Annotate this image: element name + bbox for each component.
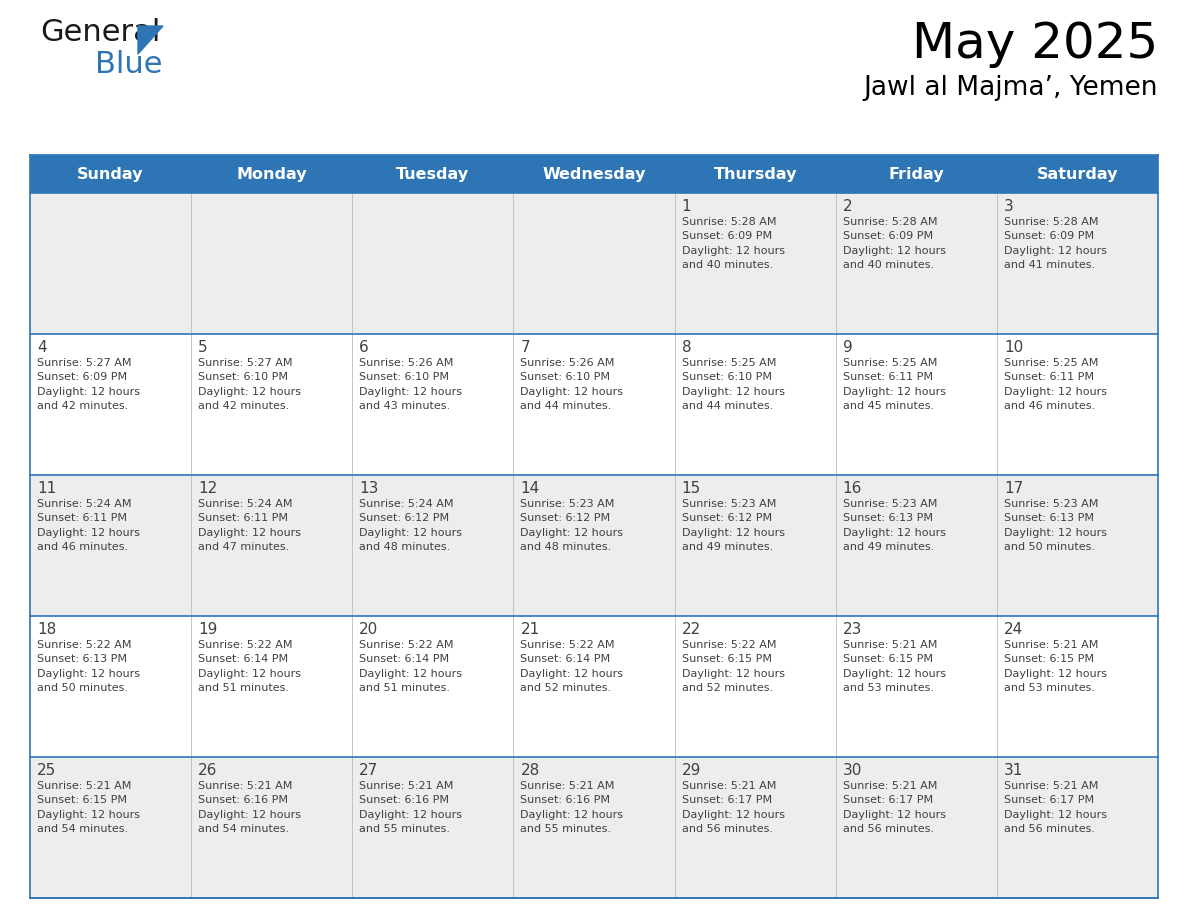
Text: Sunrise: 5:22 AM
Sunset: 6:14 PM
Daylight: 12 hours
and 51 minutes.: Sunrise: 5:22 AM Sunset: 6:14 PM Dayligh…	[359, 640, 462, 693]
Text: 22: 22	[682, 622, 701, 637]
Text: Sunrise: 5:26 AM
Sunset: 6:10 PM
Daylight: 12 hours
and 44 minutes.: Sunrise: 5:26 AM Sunset: 6:10 PM Dayligh…	[520, 358, 624, 411]
Text: Sunrise: 5:21 AM
Sunset: 6:17 PM
Daylight: 12 hours
and 56 minutes.: Sunrise: 5:21 AM Sunset: 6:17 PM Dayligh…	[1004, 781, 1107, 834]
Text: 29: 29	[682, 763, 701, 778]
Text: 15: 15	[682, 481, 701, 496]
Text: Sunrise: 5:21 AM
Sunset: 6:16 PM
Daylight: 12 hours
and 55 minutes.: Sunrise: 5:21 AM Sunset: 6:16 PM Dayligh…	[520, 781, 624, 834]
Text: 16: 16	[842, 481, 862, 496]
Text: 30: 30	[842, 763, 862, 778]
Text: Sunrise: 5:22 AM
Sunset: 6:15 PM
Daylight: 12 hours
and 52 minutes.: Sunrise: 5:22 AM Sunset: 6:15 PM Dayligh…	[682, 640, 784, 693]
Text: Tuesday: Tuesday	[397, 166, 469, 182]
Text: Sunrise: 5:21 AM
Sunset: 6:17 PM
Daylight: 12 hours
and 56 minutes.: Sunrise: 5:21 AM Sunset: 6:17 PM Dayligh…	[682, 781, 784, 834]
Text: 6: 6	[359, 340, 369, 355]
Text: Sunrise: 5:25 AM
Sunset: 6:11 PM
Daylight: 12 hours
and 46 minutes.: Sunrise: 5:25 AM Sunset: 6:11 PM Dayligh…	[1004, 358, 1107, 411]
Text: Sunrise: 5:22 AM
Sunset: 6:14 PM
Daylight: 12 hours
and 52 minutes.: Sunrise: 5:22 AM Sunset: 6:14 PM Dayligh…	[520, 640, 624, 693]
Text: Wednesday: Wednesday	[542, 166, 646, 182]
Text: Sunrise: 5:23 AM
Sunset: 6:13 PM
Daylight: 12 hours
and 49 minutes.: Sunrise: 5:23 AM Sunset: 6:13 PM Dayligh…	[842, 499, 946, 553]
Text: General: General	[40, 18, 160, 47]
Text: Sunrise: 5:27 AM
Sunset: 6:09 PM
Daylight: 12 hours
and 42 minutes.: Sunrise: 5:27 AM Sunset: 6:09 PM Dayligh…	[37, 358, 140, 411]
Text: 14: 14	[520, 481, 539, 496]
Text: Sunrise: 5:21 AM
Sunset: 6:15 PM
Daylight: 12 hours
and 53 minutes.: Sunrise: 5:21 AM Sunset: 6:15 PM Dayligh…	[1004, 640, 1107, 693]
Text: Sunrise: 5:28 AM
Sunset: 6:09 PM
Daylight: 12 hours
and 40 minutes.: Sunrise: 5:28 AM Sunset: 6:09 PM Dayligh…	[842, 217, 946, 270]
Bar	[30, 193, 1158, 334]
Text: Sunrise: 5:22 AM
Sunset: 6:14 PM
Daylight: 12 hours
and 51 minutes.: Sunrise: 5:22 AM Sunset: 6:14 PM Dayligh…	[198, 640, 301, 693]
Text: Sunrise: 5:24 AM
Sunset: 6:12 PM
Daylight: 12 hours
and 48 minutes.: Sunrise: 5:24 AM Sunset: 6:12 PM Dayligh…	[359, 499, 462, 553]
Text: Sunrise: 5:21 AM
Sunset: 6:15 PM
Daylight: 12 hours
and 54 minutes.: Sunrise: 5:21 AM Sunset: 6:15 PM Dayligh…	[37, 781, 140, 834]
Text: 27: 27	[359, 763, 379, 778]
Text: Sunrise: 5:21 AM
Sunset: 6:15 PM
Daylight: 12 hours
and 53 minutes.: Sunrise: 5:21 AM Sunset: 6:15 PM Dayligh…	[842, 640, 946, 693]
Text: 31: 31	[1004, 763, 1023, 778]
Text: Sunrise: 5:21 AM
Sunset: 6:16 PM
Daylight: 12 hours
and 54 minutes.: Sunrise: 5:21 AM Sunset: 6:16 PM Dayligh…	[198, 781, 301, 834]
Text: 26: 26	[198, 763, 217, 778]
Text: 21: 21	[520, 622, 539, 637]
Text: 3: 3	[1004, 199, 1013, 214]
Text: Sunrise: 5:28 AM
Sunset: 6:09 PM
Daylight: 12 hours
and 40 minutes.: Sunrise: 5:28 AM Sunset: 6:09 PM Dayligh…	[682, 217, 784, 270]
Text: 2: 2	[842, 199, 852, 214]
Text: 10: 10	[1004, 340, 1023, 355]
Bar	[30, 475, 1158, 616]
Text: Sunday: Sunday	[77, 166, 144, 182]
Text: Sunrise: 5:27 AM
Sunset: 6:10 PM
Daylight: 12 hours
and 42 minutes.: Sunrise: 5:27 AM Sunset: 6:10 PM Dayligh…	[198, 358, 301, 411]
Text: 5: 5	[198, 340, 208, 355]
Text: 4: 4	[37, 340, 46, 355]
Text: Sunrise: 5:25 AM
Sunset: 6:10 PM
Daylight: 12 hours
and 44 minutes.: Sunrise: 5:25 AM Sunset: 6:10 PM Dayligh…	[682, 358, 784, 411]
Text: Saturday: Saturday	[1037, 166, 1118, 182]
Text: 23: 23	[842, 622, 862, 637]
Text: 18: 18	[37, 622, 56, 637]
Polygon shape	[138, 26, 163, 54]
Text: 20: 20	[359, 622, 379, 637]
Text: 8: 8	[682, 340, 691, 355]
Text: 19: 19	[198, 622, 217, 637]
Text: Jawl al Majma’, Yemen: Jawl al Majma’, Yemen	[864, 75, 1158, 101]
Text: Sunrise: 5:23 AM
Sunset: 6:12 PM
Daylight: 12 hours
and 49 minutes.: Sunrise: 5:23 AM Sunset: 6:12 PM Dayligh…	[682, 499, 784, 553]
Text: 24: 24	[1004, 622, 1023, 637]
Bar	[30, 155, 1158, 193]
Text: Monday: Monday	[236, 166, 307, 182]
Text: Sunrise: 5:25 AM
Sunset: 6:11 PM
Daylight: 12 hours
and 45 minutes.: Sunrise: 5:25 AM Sunset: 6:11 PM Dayligh…	[842, 358, 946, 411]
Bar	[30, 334, 1158, 475]
Text: Friday: Friday	[889, 166, 944, 182]
Text: May 2025: May 2025	[911, 20, 1158, 68]
Bar	[30, 616, 1158, 757]
Text: Sunrise: 5:24 AM
Sunset: 6:11 PM
Daylight: 12 hours
and 46 minutes.: Sunrise: 5:24 AM Sunset: 6:11 PM Dayligh…	[37, 499, 140, 553]
Text: Sunrise: 5:28 AM
Sunset: 6:09 PM
Daylight: 12 hours
and 41 minutes.: Sunrise: 5:28 AM Sunset: 6:09 PM Dayligh…	[1004, 217, 1107, 270]
Text: Sunrise: 5:21 AM
Sunset: 6:16 PM
Daylight: 12 hours
and 55 minutes.: Sunrise: 5:21 AM Sunset: 6:16 PM Dayligh…	[359, 781, 462, 834]
Bar	[30, 757, 1158, 898]
Text: Sunrise: 5:21 AM
Sunset: 6:17 PM
Daylight: 12 hours
and 56 minutes.: Sunrise: 5:21 AM Sunset: 6:17 PM Dayligh…	[842, 781, 946, 834]
Text: 11: 11	[37, 481, 56, 496]
Text: 13: 13	[359, 481, 379, 496]
Text: 1: 1	[682, 199, 691, 214]
Text: Thursday: Thursday	[713, 166, 797, 182]
Text: 12: 12	[198, 481, 217, 496]
Text: Blue: Blue	[95, 50, 163, 79]
Text: Sunrise: 5:22 AM
Sunset: 6:13 PM
Daylight: 12 hours
and 50 minutes.: Sunrise: 5:22 AM Sunset: 6:13 PM Dayligh…	[37, 640, 140, 693]
Text: 25: 25	[37, 763, 56, 778]
Text: Sunrise: 5:23 AM
Sunset: 6:13 PM
Daylight: 12 hours
and 50 minutes.: Sunrise: 5:23 AM Sunset: 6:13 PM Dayligh…	[1004, 499, 1107, 553]
Text: 17: 17	[1004, 481, 1023, 496]
Text: Sunrise: 5:24 AM
Sunset: 6:11 PM
Daylight: 12 hours
and 47 minutes.: Sunrise: 5:24 AM Sunset: 6:11 PM Dayligh…	[198, 499, 301, 553]
Text: Sunrise: 5:23 AM
Sunset: 6:12 PM
Daylight: 12 hours
and 48 minutes.: Sunrise: 5:23 AM Sunset: 6:12 PM Dayligh…	[520, 499, 624, 553]
Text: 7: 7	[520, 340, 530, 355]
Text: 28: 28	[520, 763, 539, 778]
Text: 9: 9	[842, 340, 853, 355]
Text: Sunrise: 5:26 AM
Sunset: 6:10 PM
Daylight: 12 hours
and 43 minutes.: Sunrise: 5:26 AM Sunset: 6:10 PM Dayligh…	[359, 358, 462, 411]
